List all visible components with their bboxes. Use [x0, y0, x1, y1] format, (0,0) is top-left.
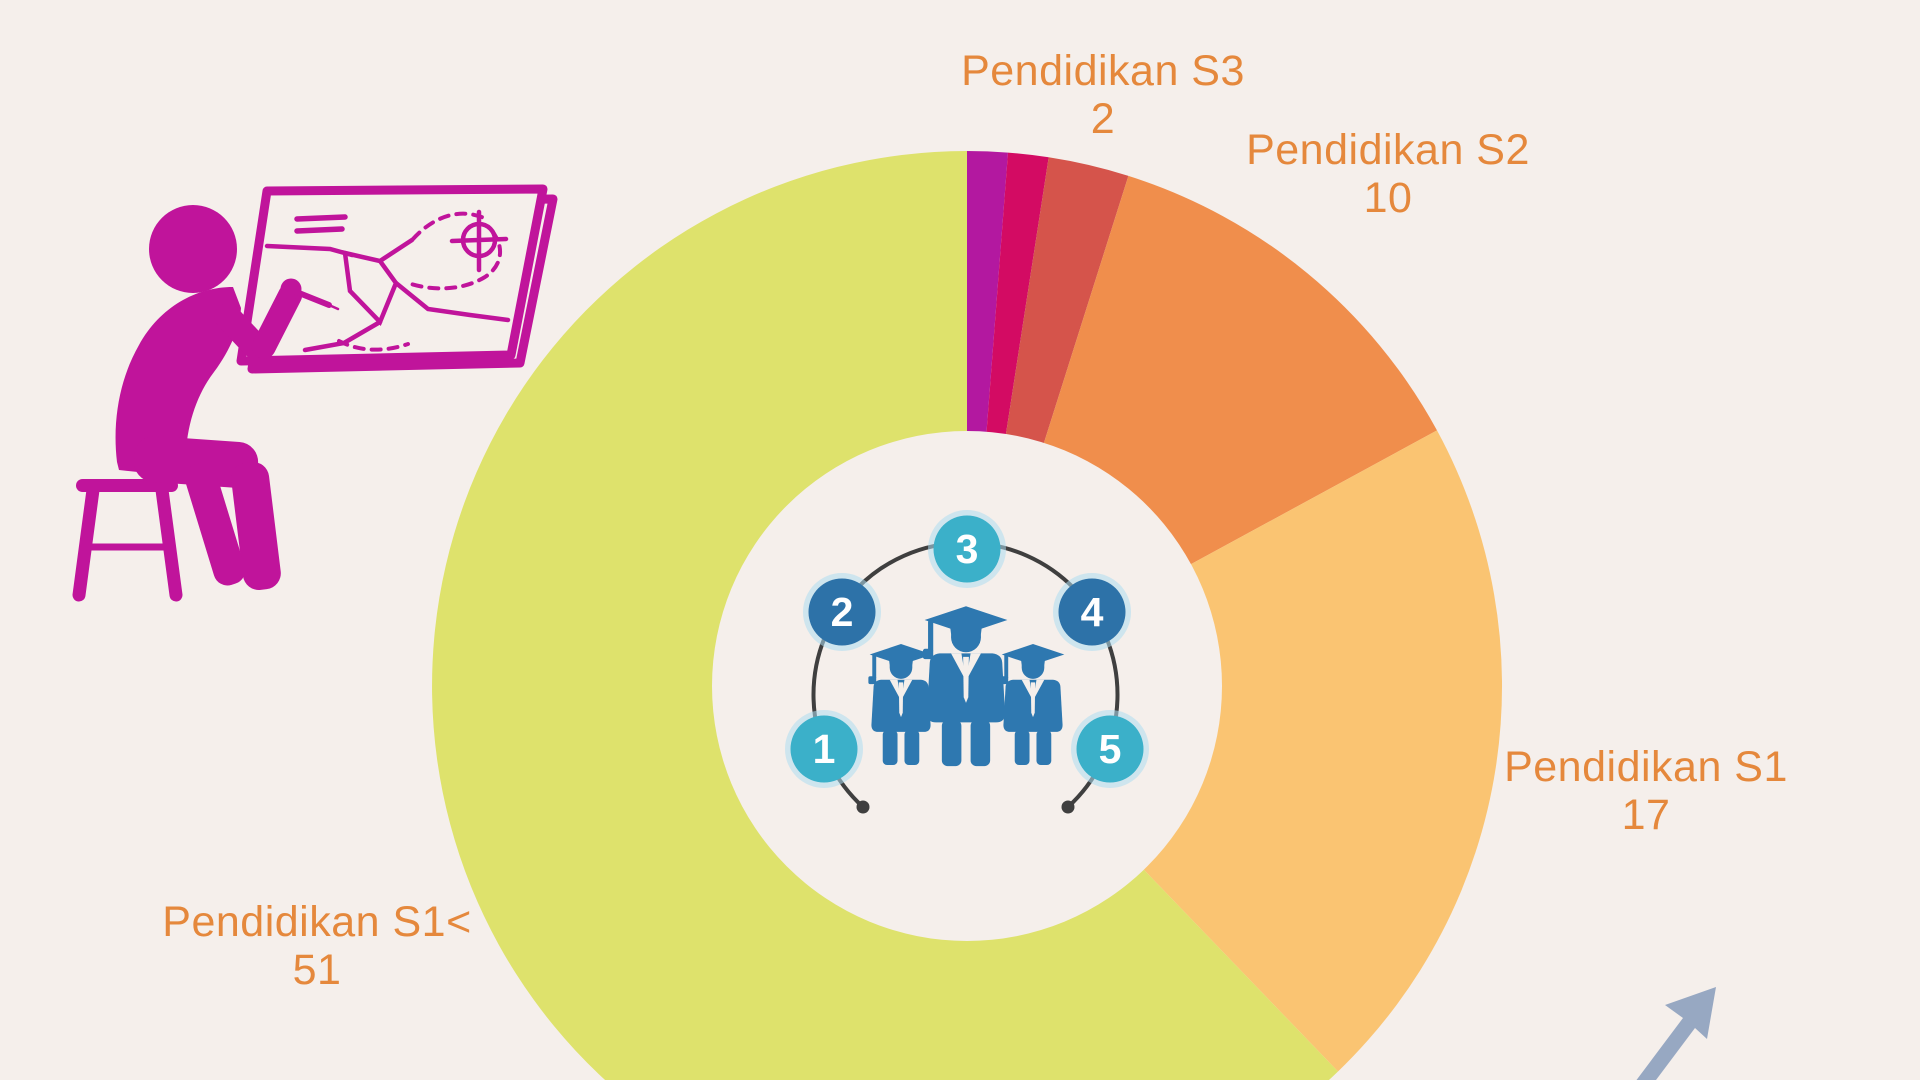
- step-badge-1: 1: [785, 710, 863, 788]
- step-badges: 1 2 3 4 5: [785, 510, 1149, 788]
- map-road-right: [393, 280, 511, 323]
- step-badge-2: 2: [803, 573, 881, 651]
- callout-pendidikan-s1-below: Pendidikan S1< 51: [162, 898, 471, 994]
- map-drawing: [264, 209, 511, 353]
- person-front-shin: [231, 461, 281, 591]
- step-badge-3: 3: [928, 510, 1006, 588]
- callout-label: Pendidikan S1: [1504, 743, 1788, 791]
- pie-segment-Pendidikan S1: [967, 430, 1503, 1072]
- callout-value: 17: [1621, 791, 1671, 839]
- step-badge-number: 1: [813, 726, 836, 772]
- step-badge-number: 4: [1081, 589, 1104, 635]
- person-thigh: [133, 436, 259, 488]
- map-road-up: [377, 237, 415, 264]
- callout-pendidikan-s1: Pendidikan S1 17: [1504, 743, 1788, 839]
- pen-icon: [291, 288, 332, 308]
- person-forearm: [251, 283, 303, 359]
- stool-leg-left: [72, 483, 100, 602]
- callout-label: Pendidikan S2: [1246, 126, 1530, 174]
- callout-pendidikan-s2: Pendidikan S2 10: [1246, 126, 1530, 222]
- map-dashed-route-2: [406, 229, 502, 291]
- person-silhouette: [115, 205, 340, 591]
- callout-value: 51: [292, 946, 342, 994]
- person-drawing-illustration: [72, 184, 558, 602]
- arc-end-dot-left: [856, 800, 870, 814]
- growth-arrow-icon: [1636, 987, 1716, 1080]
- person-back-leg: [184, 462, 246, 586]
- step-badge-number: 2: [831, 589, 854, 635]
- map-parcel: [342, 250, 399, 327]
- pen-tip: [327, 303, 340, 311]
- step-badge-4: 4: [1053, 573, 1131, 651]
- stool-seat: [76, 479, 178, 492]
- person-torso: [115, 287, 241, 477]
- menu-lines-icon: [294, 214, 348, 234]
- callout-label: Pendidikan S3: [961, 47, 1245, 95]
- arrow-shape: [1636, 987, 1716, 1080]
- stool-leg-right: [155, 483, 183, 602]
- callout-label: Pendidikan S1<: [162, 898, 472, 946]
- person-hand: [280, 278, 302, 300]
- person-head: [149, 205, 237, 293]
- callout-value: 2: [1090, 95, 1116, 143]
- step-badge-number: 3: [956, 526, 979, 572]
- step-badge-5: 5: [1071, 710, 1149, 788]
- map-dashed-route-1: [411, 211, 486, 241]
- callout-pendidikan-s3: Pendidikan S3 2: [961, 47, 1245, 143]
- map-dashed-route-3: [337, 339, 410, 352]
- stool: [72, 479, 183, 602]
- arc-end-dot-right: [1061, 800, 1075, 814]
- callout-value: 10: [1363, 174, 1413, 222]
- step-badge-number: 5: [1099, 726, 1122, 772]
- center-graphic: 1 2 3 4 5: [785, 510, 1149, 814]
